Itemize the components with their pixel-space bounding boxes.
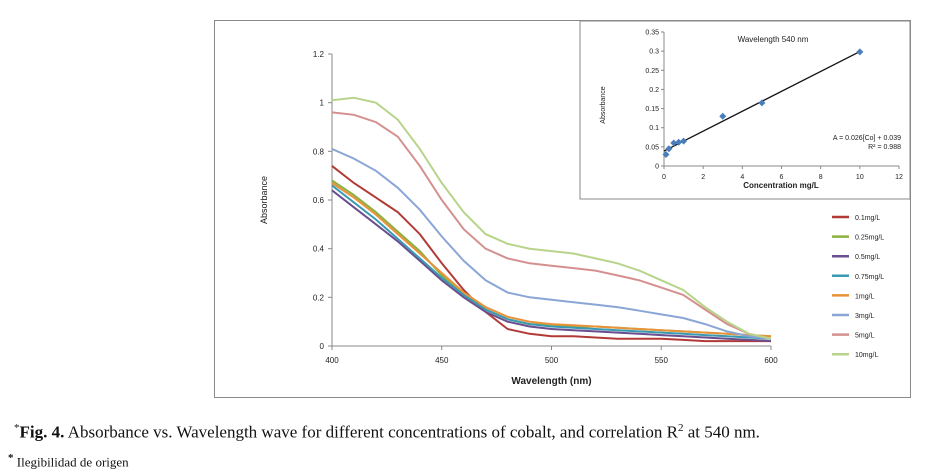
inset-y-tick-label: 0.2 bbox=[649, 87, 659, 94]
legend-label: 3mg/L bbox=[855, 313, 875, 320]
inset-x-tick-label: 0 bbox=[662, 174, 666, 181]
note-text: Ilegibilidad de origen bbox=[16, 454, 129, 470]
legend-label: 0.1mg/L bbox=[855, 215, 880, 222]
data-point bbox=[662, 151, 670, 159]
caption-marker: * bbox=[14, 422, 20, 434]
caption-text: Absorbance vs. Wavelength wave for diffe… bbox=[64, 422, 678, 442]
x-axis-title: Wavelength (nm) bbox=[511, 376, 591, 387]
data-point bbox=[758, 99, 766, 107]
source-note: * Ilegibilidad de origen bbox=[8, 452, 129, 470]
x-tick-label: 600 bbox=[764, 356, 778, 365]
y-tick-label: 1 bbox=[320, 99, 325, 108]
x-tick-label: 400 bbox=[325, 356, 339, 365]
inset-x-tick-label: 12 bbox=[895, 174, 903, 181]
legend-label: 0.25mg/L bbox=[855, 235, 884, 242]
x-tick-label: 500 bbox=[545, 356, 559, 365]
y-tick-label: 0.8 bbox=[313, 147, 325, 156]
inset-y-axis-title: Absorbance bbox=[600, 86, 607, 123]
inset-x-tick-label: 10 bbox=[856, 174, 864, 181]
inset-x-tick-label: 6 bbox=[780, 174, 784, 181]
inset-y-tick-label: 0.1 bbox=[649, 125, 659, 132]
inset-annotation: R² = 0.988 bbox=[868, 144, 901, 151]
y-axis-title: Absorbance bbox=[259, 176, 269, 224]
series-line bbox=[331, 189, 772, 343]
series-line bbox=[331, 165, 771, 343]
data-point bbox=[670, 139, 678, 147]
legend-label: 5mg/L bbox=[855, 333, 875, 340]
x-tick-label: 450 bbox=[435, 356, 449, 365]
y-tick-label: 0.2 bbox=[313, 293, 325, 302]
inset-y-tick-label: 0 bbox=[655, 164, 659, 171]
figure-frame: 0 0.2 0.4 0.6 0.8 1 1.2 400 450 500 550 600 Waveleng… bbox=[214, 20, 911, 398]
inset-annotation: A = 0.026[Co] + 0.039 bbox=[833, 135, 901, 142]
inset-x-tick-label: 8 bbox=[819, 174, 823, 181]
series-line bbox=[331, 182, 772, 338]
inset-y-tick-label: 0.15 bbox=[645, 106, 659, 113]
y-tick-label: 0.4 bbox=[313, 245, 325, 254]
series-line bbox=[331, 179, 772, 338]
y-tick-label: 0.6 bbox=[313, 196, 325, 205]
series-line bbox=[331, 111, 772, 340]
legend-label: 0.5mg/L bbox=[855, 254, 880, 261]
inset-x-tick-label: 4 bbox=[740, 174, 744, 181]
note-marker: * bbox=[8, 452, 14, 464]
y-tick-label: 0 bbox=[320, 342, 325, 351]
inset-x-tick-label: 2 bbox=[701, 174, 705, 181]
legend-label: 1mg/L bbox=[855, 293, 875, 300]
data-point bbox=[665, 145, 673, 153]
caption-text-end: at 540 nm. bbox=[683, 422, 760, 442]
inset-y-tick-label: 0.3 bbox=[649, 49, 659, 56]
inset-y-tick-label: 0.25 bbox=[645, 68, 659, 75]
figure-caption: *Fig. 4. Absorbance vs. Wavelength wave … bbox=[14, 422, 924, 443]
caption-label: Fig. 4. bbox=[19, 422, 65, 442]
series-line bbox=[331, 184, 772, 340]
data-point bbox=[856, 48, 864, 56]
data-point bbox=[719, 112, 727, 120]
inset-y-tick-label: 0.35 bbox=[645, 30, 659, 37]
data-point bbox=[680, 137, 688, 145]
series-line bbox=[331, 147, 772, 340]
x-tick-label: 550 bbox=[655, 356, 669, 365]
y-tick-label: 1.2 bbox=[313, 50, 325, 59]
inset-title: Wavelength 540 nm bbox=[738, 35, 809, 44]
series-line bbox=[331, 96, 772, 340]
legend-label: 0.75mg/L bbox=[855, 274, 884, 281]
legend-label: 10mg/L bbox=[855, 352, 878, 359]
data-point bbox=[675, 138, 683, 146]
caption-superscript: 2 bbox=[677, 422, 684, 434]
inset-y-tick-label: 0.05 bbox=[645, 144, 659, 151]
inset-x-axis-title: Concentration mg/L bbox=[743, 181, 819, 190]
